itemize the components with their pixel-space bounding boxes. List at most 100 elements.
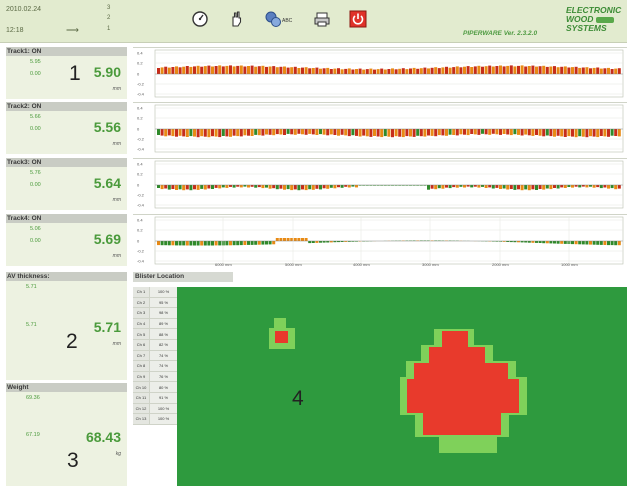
x-tick-label: 3000 mm: [422, 262, 439, 267]
deviation-bar: [553, 129, 556, 137]
deviation-bar: [445, 129, 448, 136]
deviation-bar: [455, 185, 459, 188]
deviation-bar: [603, 129, 607, 137]
deviation-bar: [369, 68, 373, 74]
deviation-bar: [463, 185, 466, 188]
deviation-bar: [567, 185, 571, 187]
deviation-bar: [607, 241, 610, 246]
deviation-bar: [535, 185, 538, 190]
deviation-bar: [236, 185, 240, 187]
deviation-bar: [351, 69, 355, 74]
y-tick-label: -0.2: [137, 249, 145, 254]
deviation-bar: [268, 129, 272, 135]
deviation-bar: [261, 65, 265, 74]
deviation-bar: [333, 129, 337, 135]
deviation-bar: [250, 129, 254, 136]
deviation-bar: [398, 68, 402, 74]
deviation-bar: [553, 241, 556, 244]
deviation-bar: [578, 185, 582, 188]
deviation-bar: [297, 238, 301, 241]
deviation-bar: [491, 66, 495, 74]
deviation-bar: [488, 65, 492, 74]
deviation-bar: [196, 185, 200, 190]
deviation-bar: [232, 129, 236, 136]
deviation-bar: [376, 129, 380, 137]
deviation-bar: [394, 129, 398, 137]
deviation-bar: [376, 69, 380, 74]
thickness-title: AV thickness:: [6, 272, 127, 281]
deviation-bar: [509, 129, 513, 136]
track-title: Track1: ON: [6, 47, 127, 56]
deviation-bar: [383, 185, 387, 186]
deviation-bar: [545, 241, 549, 244]
deviation-bar: [506, 185, 510, 190]
deviation-bar: [373, 185, 376, 186]
deviation-bar: [283, 185, 286, 190]
deviation-bar: [207, 185, 211, 189]
deviation-bar: [495, 241, 499, 242]
deviation-bar: [560, 129, 564, 137]
deviation-bar: [279, 185, 283, 189]
deviation-bar: [290, 238, 294, 241]
blister-patch: [274, 318, 286, 328]
x-tick-label: 2000 mm: [492, 262, 509, 267]
deviation-bar: [614, 129, 618, 136]
deviation-bar: [189, 185, 193, 191]
blister-channel-row: Ch 7 74 %: [133, 350, 177, 362]
deviation-bar: [268, 241, 272, 245]
blister-patch: [414, 363, 508, 379]
deviation-bar: [308, 185, 312, 190]
deviation-bar: [607, 129, 610, 137]
deviation-bar: [459, 67, 463, 74]
deviation-bar: [437, 129, 441, 136]
deviation-bar: [369, 185, 373, 186]
deviation-bar: [617, 68, 621, 74]
top-toolbar: 2010.02.24 12:18 3 2 ⟶ 1 ABC PIPERWARE V…: [0, 0, 627, 43]
deviation-bar: [412, 67, 416, 74]
deviation-bar: [614, 68, 618, 74]
deviation-bar: [506, 129, 510, 135]
deviation-bar: [484, 185, 488, 188]
deviation-bar: [376, 185, 380, 186]
deviation-bar: [445, 66, 448, 74]
deviation-bar: [272, 241, 276, 245]
deviation-bar: [308, 68, 312, 74]
deviation-bar: [261, 241, 265, 245]
deviation-bar: [326, 241, 330, 243]
hand-icon[interactable]: [226, 9, 246, 29]
gauge-icon[interactable]: [190, 9, 210, 29]
blister-channel-row: Ch 6 82 %: [133, 339, 177, 351]
deviation-bar: [322, 129, 326, 135]
deviation-bar: [160, 241, 164, 246]
deviation-bar: [340, 129, 344, 135]
track-value: 5.64: [93, 175, 121, 191]
printer-icon[interactable]: [312, 9, 332, 29]
channel-label: Ch 11: [133, 392, 150, 403]
deviation-bar: [193, 185, 196, 190]
deviation-bar: [380, 185, 384, 186]
x-tick-label: 6000 mm: [215, 262, 232, 267]
y-tick-label: 0.4: [137, 162, 143, 167]
deviation-bar: [387, 129, 391, 137]
deviation-bar: [527, 185, 531, 191]
deviation-bar: [578, 241, 582, 245]
deviation-bar: [434, 67, 438, 74]
deviation-bar: [218, 129, 222, 138]
power-icon[interactable]: [348, 9, 368, 29]
deviation-bar: [589, 185, 592, 187]
deviation-bar: [466, 66, 470, 74]
blister-map[interactable]: 4: [177, 287, 627, 486]
deviation-bar: [599, 129, 603, 136]
deviation-bar: [337, 68, 340, 74]
deviation-bar: [477, 129, 481, 135]
deviation-bar: [391, 185, 394, 186]
deviation-bar: [567, 129, 571, 137]
deviation-bar: [571, 241, 574, 245]
deviation-bar: [311, 68, 315, 74]
weight-unit: kg: [115, 451, 121, 457]
deviation-bar: [247, 66, 250, 74]
abc-settings-icon[interactable]: ABC: [264, 9, 294, 29]
track-value: 5.90: [93, 64, 121, 80]
track-unit: mm: [112, 141, 121, 147]
deviation-bar: [171, 241, 175, 246]
